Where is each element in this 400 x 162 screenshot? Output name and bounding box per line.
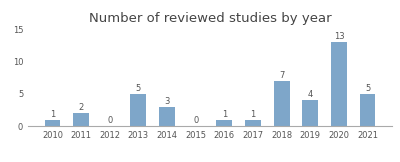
Bar: [331, 42, 347, 126]
Text: 1: 1: [222, 110, 227, 119]
Text: 4: 4: [308, 90, 313, 99]
Text: 0: 0: [193, 116, 198, 125]
Text: 1: 1: [50, 110, 55, 119]
Text: 5: 5: [365, 84, 370, 93]
Bar: [274, 81, 290, 126]
Text: 7: 7: [279, 71, 284, 80]
Bar: [302, 100, 318, 126]
Text: 0: 0: [107, 116, 112, 125]
Bar: [159, 107, 175, 126]
Bar: [73, 113, 89, 126]
Bar: [360, 94, 376, 126]
Text: 13: 13: [334, 32, 344, 41]
Title: Number of reviewed studies by year: Number of reviewed studies by year: [89, 12, 331, 25]
Bar: [44, 120, 60, 126]
Bar: [216, 120, 232, 126]
Text: 5: 5: [136, 84, 141, 93]
Text: 2: 2: [78, 103, 84, 112]
Bar: [245, 120, 261, 126]
Text: 3: 3: [164, 97, 170, 106]
Bar: [130, 94, 146, 126]
Text: 1: 1: [250, 110, 256, 119]
